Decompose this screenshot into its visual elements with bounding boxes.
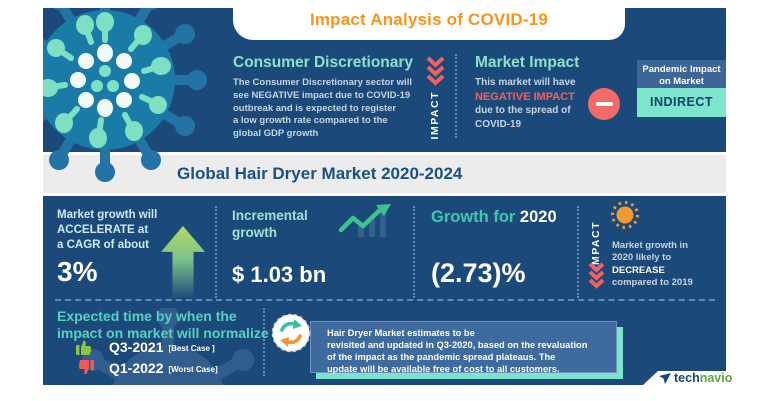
market-title: Global Hair Dryer Market 2020-2024 [177, 164, 463, 183]
worst-case-row: Q1-2022 [Worst Case] [75, 359, 218, 377]
chevrons-down-icon [588, 262, 605, 289]
chevrons-down-icon [426, 56, 444, 86]
impact-down-indicator: IMPACT [422, 56, 448, 139]
worst-case-value: Q1-2022 [109, 360, 164, 376]
technavio-logo: tech navio [658, 371, 732, 385]
section-divider [455, 54, 457, 138]
minus-circle-icon [588, 88, 620, 120]
market-impact-line1: This market will have [475, 77, 576, 88]
stat-cagr-value: 3% [57, 256, 98, 287]
update-note: Hair Dryer Market estimates to be revisi… [310, 321, 617, 374]
growth-trend-icon [338, 204, 391, 237]
thumbs-down-icon [78, 360, 94, 375]
best-case-row: Q3-2021 [Best Case ] [75, 338, 215, 356]
stat-growth-2020-value: (2.73)% [431, 258, 526, 288]
virus-illustration [43, 8, 233, 193]
impact-vertical-label: IMPACT [429, 91, 441, 140]
title-band: Impact Analysis of COVID-19 [233, 0, 625, 40]
sun-virus-icon [611, 201, 639, 229]
stat-growth-2020-label: Growth for 2020 [431, 208, 557, 226]
negative-impact-text: NEGATIVE IMPACT [475, 91, 575, 103]
watermark-virus [82, 308, 254, 385]
decrease-text: DECREASE [612, 264, 665, 276]
pandemic-impact-box: Pandemic Impact on Market INDIRECT [637, 60, 726, 117]
market-impact-line2: due to the spread of COVID-19 [475, 105, 571, 131]
column-divider [577, 206, 579, 298]
stats-panel: Market growth will ACCELERATE at a CAGR … [43, 196, 726, 385]
worst-case-tag: [Worst Case] [168, 365, 218, 374]
consumer-heading: Consumer Discretionary [233, 54, 414, 71]
page-title: Impact Analysis of COVID-19 [309, 10, 549, 29]
normalize-heading: Expected time by when the impact on mark… [57, 308, 269, 341]
stat-impact-2020: IMPACT Market growth in 2020 likely to D… [588, 196, 726, 300]
consumer-discretionary-section: Consumer Discretionary The Consumer Disc… [233, 54, 433, 141]
stat-cagr-label: Market growth will ACCELERATE at a CAGR … [57, 209, 158, 252]
pandemic-impact-value: INDIRECT [637, 88, 726, 117]
column-divider [215, 206, 217, 298]
row-divider [55, 299, 715, 301]
growth-arrow-up-icon [161, 226, 205, 298]
pandemic-impact-header: Pandemic Impact on Market [637, 60, 726, 88]
best-case-value: Q3-2021 [109, 339, 164, 355]
market-impact-section: Market Impact This market will have NEGA… [475, 54, 620, 132]
best-case-tag: [Best Case ] [168, 344, 215, 353]
technavio-arrow-icon [659, 372, 671, 384]
consumer-body-text: The Consumer Discretionary sector will s… [233, 77, 412, 140]
market-impact-heading: Market Impact [475, 54, 580, 71]
market-title-band: Global Hair Dryer Market 2020-2024 [43, 155, 726, 193]
column-divider [413, 206, 415, 298]
thumbs-up-icon [76, 340, 92, 355]
stat-incremental-label: Incremental growth [232, 208, 308, 240]
stat-incremental-value: $ 1.03 bn [232, 262, 327, 287]
column-divider [263, 308, 265, 376]
impact-2020-text: Market growth in 2020 likely to DECREASE… [612, 240, 693, 289]
refresh-icon [271, 313, 311, 353]
